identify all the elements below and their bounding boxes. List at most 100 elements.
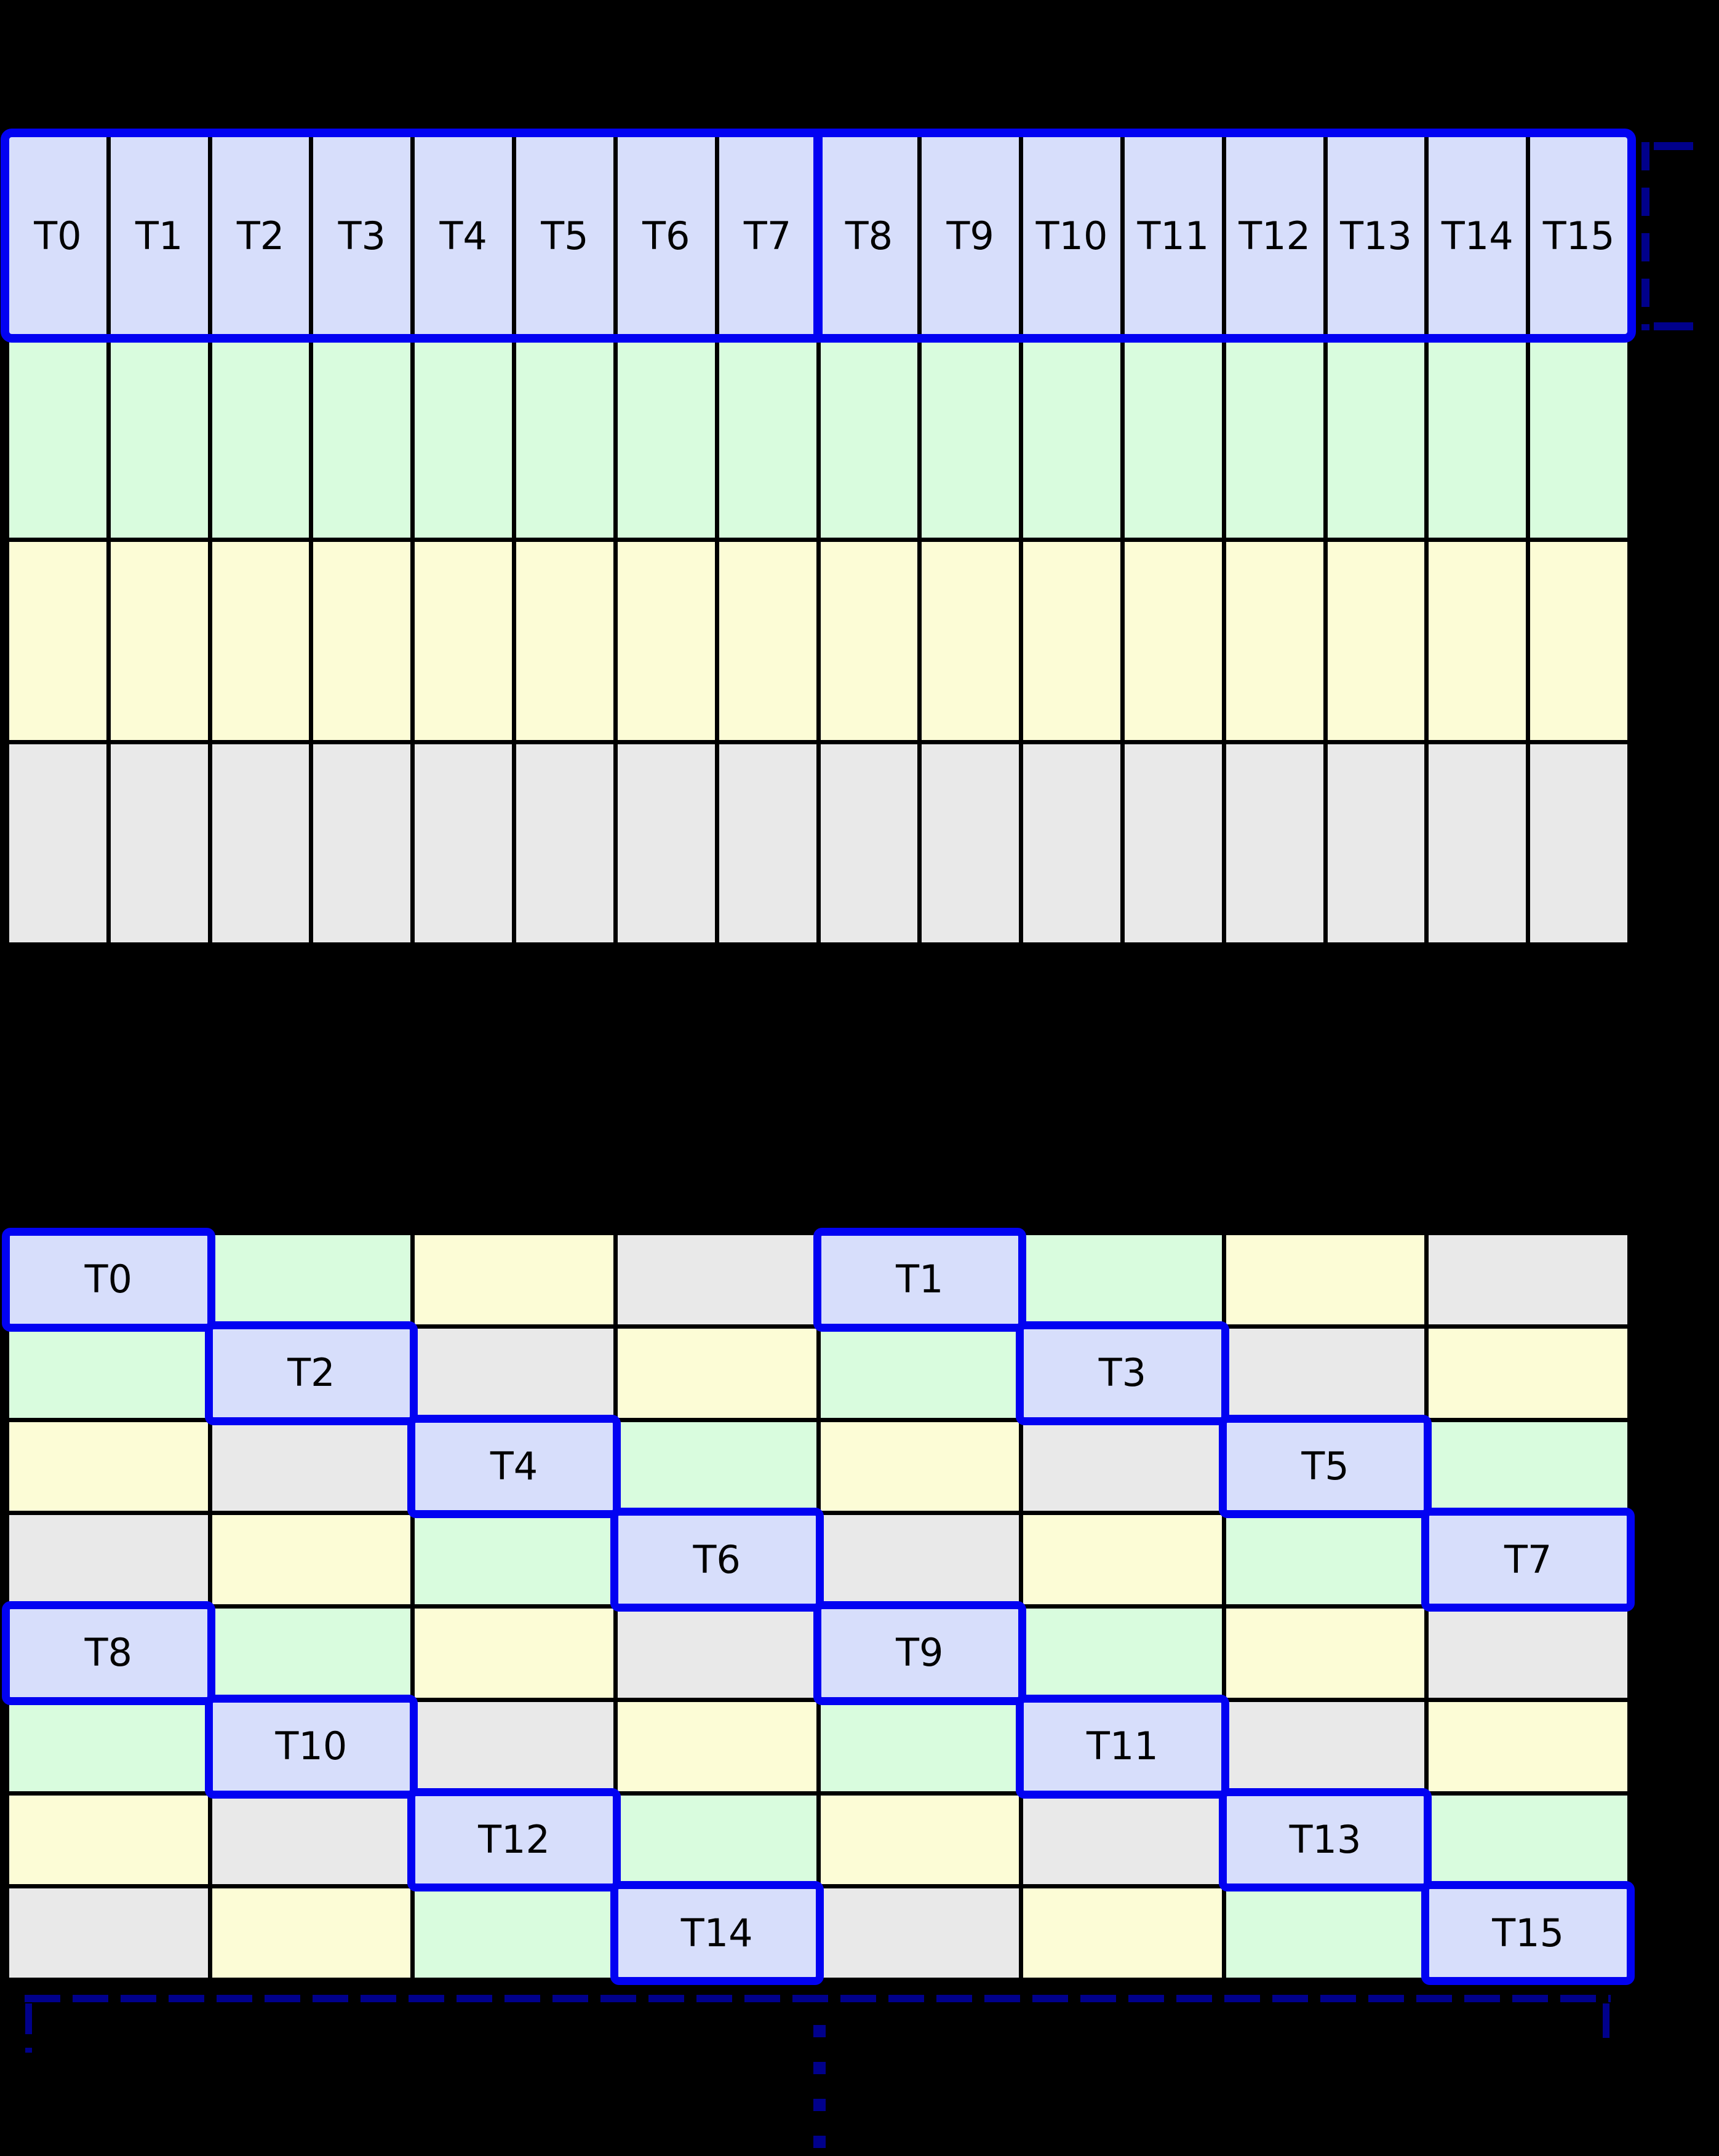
- memory-word-cell: [1429, 1328, 1627, 1418]
- thread-access-cell: T9: [813, 1601, 1026, 1705]
- memory-word-cell: [9, 1328, 208, 1418]
- memory-word-cell: [313, 340, 411, 538]
- memory-word-cell: [9, 744, 106, 942]
- memory-word-cell: [516, 744, 613, 942]
- memory-word-cell: [313, 542, 411, 740]
- thread-access-cell: T3: [1016, 1321, 1229, 1425]
- memory-word-cell: [719, 340, 816, 538]
- memory-word-cell: [617, 1235, 816, 1324]
- bracket-vertical-dashed-line: [1641, 142, 1649, 330]
- memory-word-cell: [415, 1888, 613, 1978]
- thread-access-cell: T5: [1218, 1414, 1432, 1518]
- memory-word-cell: [820, 1515, 1019, 1604]
- memory-word-cell: [1429, 1422, 1627, 1511]
- memory-word-cell: [415, 1235, 613, 1324]
- memory-word-cell: [820, 744, 918, 942]
- thread-access-cell: T4: [407, 1414, 621, 1518]
- memory-word-cell: [415, 1609, 613, 1698]
- memory-word-cell: [1530, 340, 1627, 538]
- memory-word-cell: [110, 542, 208, 740]
- memory-word-cell: [9, 1422, 208, 1511]
- memory-word-cell: [212, 1235, 411, 1324]
- memory-word-cell: [617, 1422, 816, 1511]
- memory-word-cell: [1226, 1235, 1425, 1324]
- memory-word-cell: [9, 1888, 208, 1978]
- memory-word-cell: [820, 1328, 1019, 1418]
- memory-word-cell: [9, 1795, 208, 1885]
- bottom-access-grid: T0 T1 T2 T3 T4 T5 T6 T7 T8 T9 T10 T11 T12 T13 T14 T15: [2, 1228, 1635, 1985]
- memory-word-cell: [516, 542, 613, 740]
- thread-access-cell: T0: [2, 1228, 215, 1332]
- memory-word-cell: [1429, 1701, 1627, 1791]
- iteration-span-right-tick: [1603, 2003, 1609, 2038]
- memory-word-cell: [1226, 1515, 1425, 1604]
- memory-word-cell: [9, 542, 106, 740]
- memory-word-cell: [617, 542, 715, 740]
- thread-cell: T14: [1429, 137, 1526, 335]
- memory-word-cell: [212, 1795, 411, 1885]
- thread-cell: T6: [617, 137, 715, 335]
- memory-word-cell: [110, 744, 208, 942]
- memory-word-cell: [1226, 542, 1323, 740]
- thread-cell: T11: [1124, 137, 1222, 335]
- memory-word-cell: [1023, 1422, 1222, 1511]
- thread-group-divider: [813, 129, 823, 343]
- thread-access-cell: T15: [1421, 1881, 1635, 1985]
- thread-access-cell: T13: [1218, 1788, 1432, 1891]
- thread-access-cell: T11: [1016, 1694, 1229, 1799]
- memory-word-cell: [1226, 1609, 1425, 1698]
- thread-cell: T10: [1023, 137, 1120, 335]
- memory-word-cell: [212, 744, 309, 942]
- memory-word-cell: [922, 542, 1019, 740]
- memory-word-cell: [617, 1328, 816, 1418]
- memory-word-cell: [9, 340, 106, 538]
- memory-word-cell: [719, 542, 816, 740]
- memory-word-cell: [1023, 1515, 1222, 1604]
- thread-cell: T0: [9, 137, 106, 335]
- memory-word-cell: [415, 1515, 613, 1604]
- memory-word-cell: [1226, 744, 1323, 942]
- memory-word-cell: [1429, 1795, 1627, 1885]
- thread-access-cell: T12: [407, 1788, 621, 1891]
- memory-word-cell: [922, 340, 1019, 538]
- memory-word-cell: [415, 542, 513, 740]
- memory-word-cell: [110, 340, 208, 538]
- memory-word-cell: [415, 340, 513, 538]
- memory-word-cell: [820, 542, 918, 740]
- memory-word-cell: [415, 1328, 613, 1418]
- thread-access-cell: T14: [610, 1881, 824, 1985]
- memory-word-cell: [1327, 744, 1425, 942]
- memory-word-cell: [1429, 340, 1526, 538]
- memory-word-cell: [617, 1795, 816, 1885]
- memory-word-cell: [415, 1701, 613, 1791]
- memory-word-cell: [820, 1701, 1019, 1791]
- memory-word-cell: [212, 1515, 411, 1604]
- memory-word-cell: [1023, 1235, 1222, 1324]
- thread-access-cell: T6: [610, 1508, 824, 1612]
- memory-word-cell: [1226, 1701, 1425, 1791]
- memory-word-cell: [719, 744, 816, 942]
- memory-word-cell: [9, 1515, 208, 1604]
- iteration-span-left-tick: [25, 2003, 32, 2053]
- memory-word-cell: [617, 1609, 816, 1698]
- thread-cell: T8: [820, 137, 918, 335]
- thread-cell: T9: [922, 137, 1019, 335]
- memory-word-cell: [1327, 542, 1425, 740]
- bracket-top-tick: [1654, 142, 1693, 150]
- memory-word-cell: [1429, 542, 1526, 740]
- memory-word-cell: [1226, 340, 1323, 538]
- memory-word-cell: [820, 1422, 1019, 1511]
- memory-word-cell: [1023, 1795, 1222, 1885]
- thread-cell: T12: [1226, 137, 1323, 335]
- memory-word-cell: [617, 744, 715, 942]
- bracket-bottom-tick: [1654, 322, 1693, 330]
- memory-word-cell: [922, 744, 1019, 942]
- memory-word-cell: [1124, 340, 1222, 538]
- thread-access-cell: T8: [2, 1601, 215, 1705]
- memory-word-cell: [1226, 1888, 1425, 1978]
- thread-cell: T4: [415, 137, 513, 335]
- thread-cell: T7: [719, 137, 816, 335]
- memory-word-cell: [1429, 744, 1526, 942]
- memory-word-cell: [9, 1701, 208, 1791]
- thread-cell: T15: [1530, 137, 1627, 335]
